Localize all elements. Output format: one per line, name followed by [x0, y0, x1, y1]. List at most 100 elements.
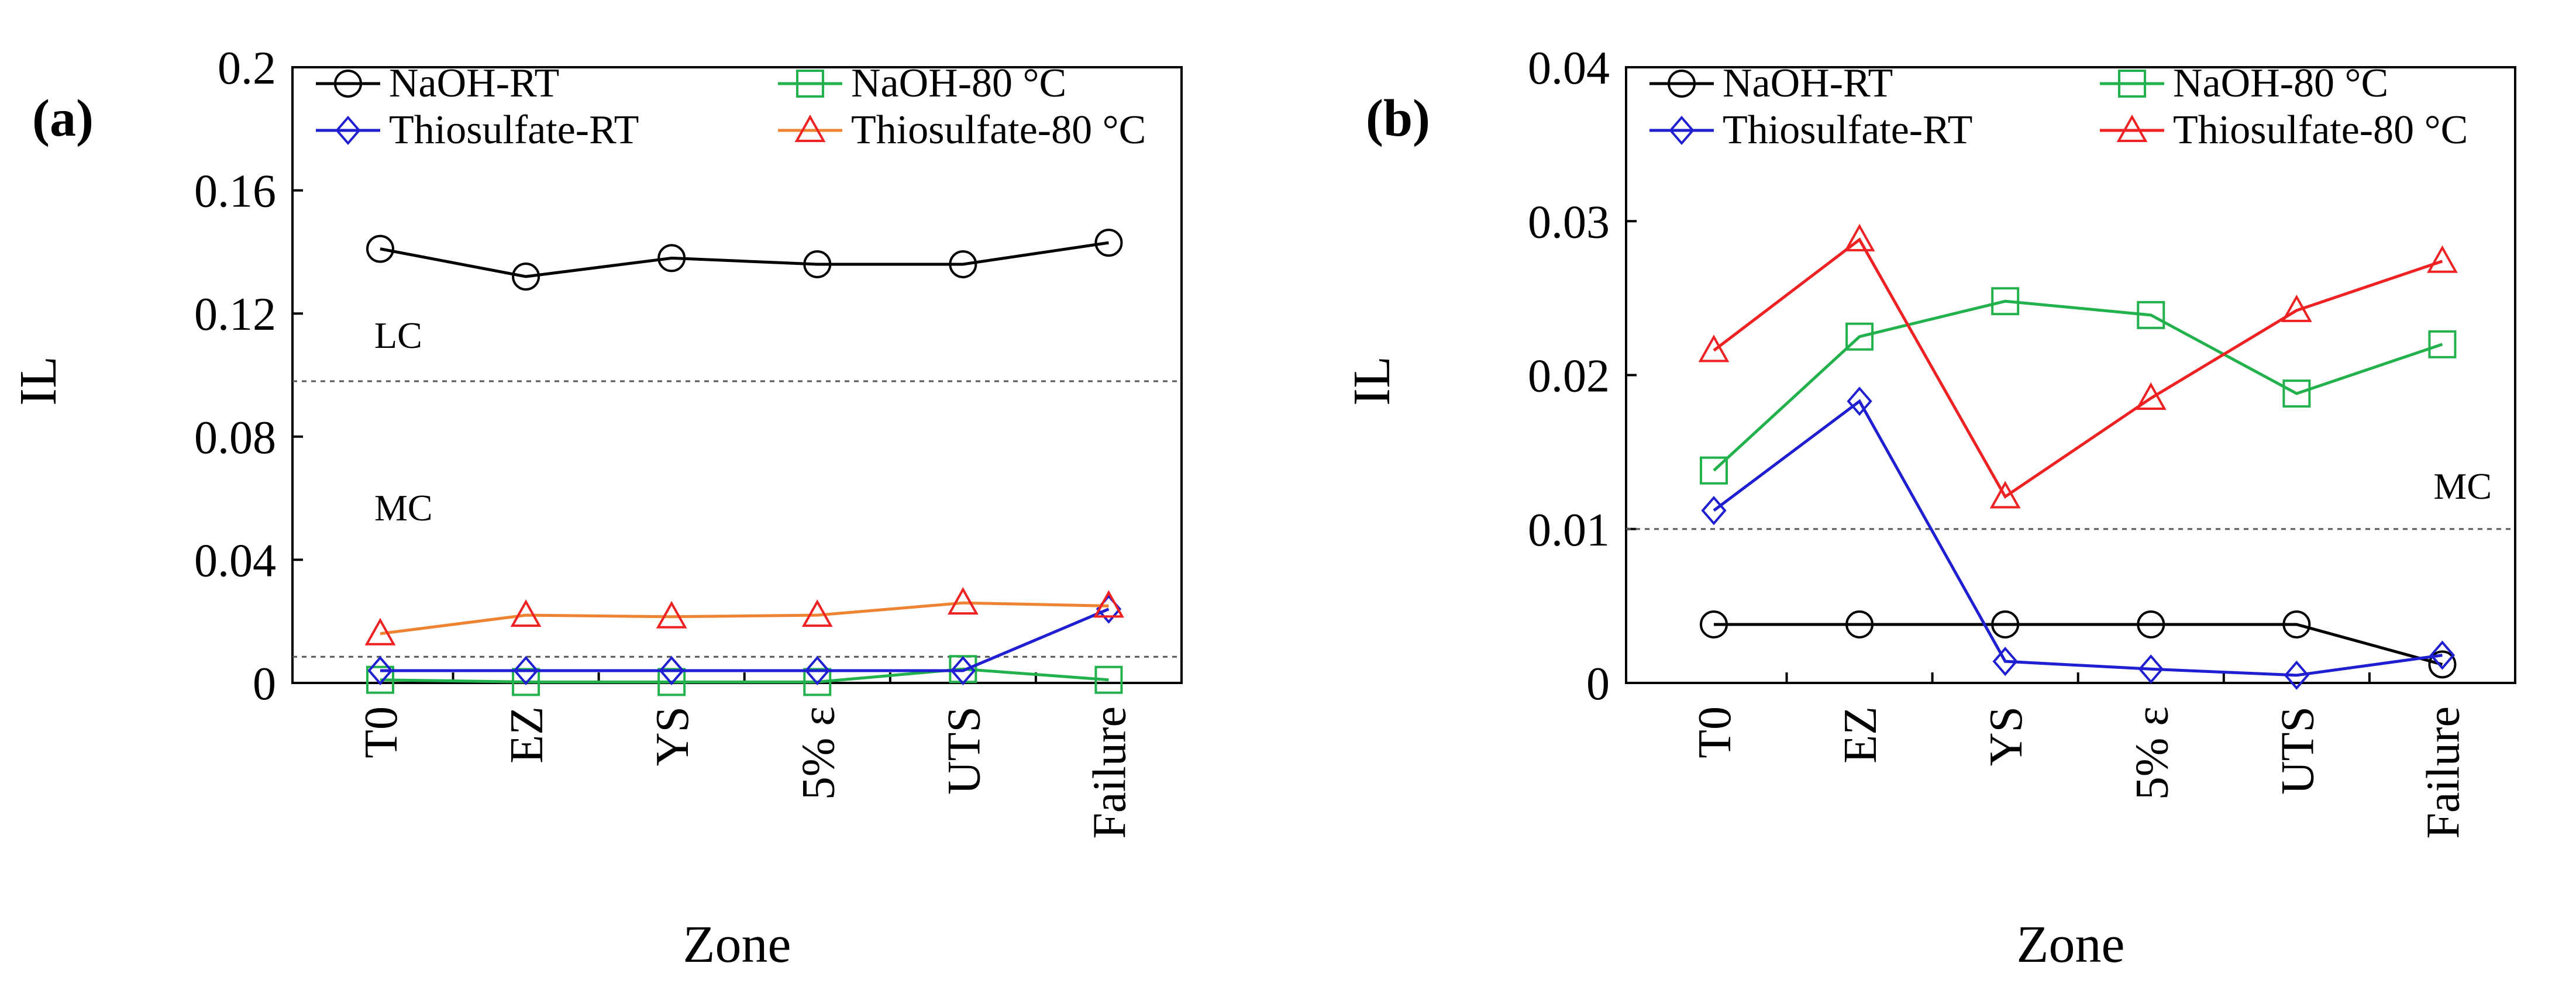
series-naoh-80-c [1700, 287, 2457, 485]
series-line [1713, 237, 2443, 499]
data-point [510, 599, 542, 627]
data-point [1700, 456, 1728, 485]
data-point [1989, 481, 2021, 509]
x-tick-label: Failure [2417, 706, 2469, 839]
y-tick-label: 0.03 [1528, 196, 1610, 248]
series-line [380, 601, 1109, 636]
data-point [366, 665, 394, 694]
legend-marker [335, 115, 361, 146]
data-point [949, 250, 977, 278]
legend-label: NaOH-RT [1723, 61, 1893, 106]
region-label: LC [374, 315, 422, 356]
legend-item: Thiosulfate-RT [1649, 108, 1972, 153]
y-tick-label: 0.08 [194, 412, 276, 464]
y-tick-label: 0.12 [194, 289, 276, 340]
legend-item: NaOH-RT [316, 61, 559, 106]
series-naoh-rt [1700, 610, 2457, 679]
panel-label: (b) [1366, 89, 1430, 147]
series-thiosulfate-rt [1701, 386, 2456, 690]
data-point [1845, 322, 1874, 351]
x-tick-label: Failure [1084, 706, 1135, 839]
data-point [2281, 294, 2312, 322]
data-point [367, 655, 393, 685]
data-point [1700, 610, 1728, 638]
data-point [2428, 650, 2457, 679]
data-point [1992, 647, 2018, 676]
legend-item: NaOH-80 °C [2100, 61, 2388, 106]
series-line [1714, 623, 2443, 666]
legend-label: NaOH-RT [389, 61, 559, 106]
legend-item: NaOH-80 °C [778, 61, 1066, 106]
legend-marker [794, 114, 826, 142]
data-point [1845, 610, 1874, 638]
chart-panel-b: 0 0.01 0.02 0.03 0.04 T0 EZ YS 5% ε UTS Failure MC N… [1343, 43, 2516, 974]
legend-marker [1669, 115, 1695, 146]
data-point [512, 263, 540, 291]
region-label: MC [374, 487, 433, 529]
data-point [512, 668, 540, 696]
chart-panel-a: 0 0.04 0.08 0.12 0.16 0.2 T0 EZ YS 5% ε UTS Failure… [9, 43, 1183, 974]
legend-label: Thiosulfate-80 °C [851, 108, 1146, 153]
x-tick-label: UTS [2272, 706, 2323, 795]
data-point [2137, 301, 2165, 329]
data-point [2138, 654, 2164, 684]
series-naoh-rt [366, 229, 1123, 291]
data-point [950, 655, 976, 685]
legend-item: Thiosulfate-80 °C [2100, 108, 2468, 153]
y-tick-label: 0.16 [194, 166, 276, 218]
legend: NaOH-RT NaOH-80 °C Thiosulfate-RT Thiosulfa… [1649, 61, 2468, 153]
plot-frame [291, 66, 1183, 684]
data-point [2137, 610, 2165, 638]
data-point [1698, 334, 1730, 363]
legend-label: NaOH-80 °C [851, 61, 1066, 106]
plot-frame [1625, 66, 2516, 684]
data-point [2427, 245, 2458, 273]
data-point [803, 668, 832, 696]
series-thiosulfate-80-c [364, 587, 1124, 646]
legend-marker [2116, 114, 2148, 142]
x-axis-label: Zone [2017, 916, 2125, 974]
series-line [380, 607, 1110, 672]
legend-item: NaOH-RT [1649, 61, 1893, 106]
y-tick-label: 0.02 [1528, 351, 1610, 402]
data-point [1844, 223, 1875, 251]
x-axis-label: Zone [683, 916, 791, 974]
series-line [1713, 399, 2443, 677]
legend-marker [334, 70, 362, 98]
data-point [364, 617, 396, 646]
data-point [1094, 229, 1123, 257]
series-line [1713, 299, 2443, 472]
x-tick-label: YS [647, 706, 698, 766]
x-tick-label: UTS [938, 706, 990, 795]
data-point [2428, 330, 2457, 358]
y-tick-label: 0 [253, 658, 276, 710]
legend-marker [1668, 70, 1696, 98]
data-point [1991, 287, 2020, 316]
data-point [947, 587, 979, 615]
x-tick-label: T0 [356, 706, 407, 758]
data-point [2429, 640, 2456, 670]
data-point [803, 250, 832, 278]
panel-label: (a) [32, 89, 94, 147]
x-tick-label: 5% ε [2126, 706, 2178, 800]
series-line [380, 241, 1109, 278]
data-point [1094, 665, 1123, 694]
legend-item: Thiosulfate-80 °C [778, 108, 1146, 153]
series-naoh-80-c [366, 655, 1123, 696]
data-point [801, 599, 833, 627]
data-point [1991, 610, 2020, 638]
data-point [656, 600, 687, 629]
y-tick-label: 0.01 [1528, 505, 1610, 556]
data-point [513, 655, 539, 685]
legend: NaOH-RT NaOH-80 °C Thiosulfate-RT Thiosulfa… [316, 61, 1146, 153]
y-tick-label: 0.04 [194, 535, 276, 586]
y-axis-label: IL [9, 356, 67, 406]
series-thiosulfate-80-c [1698, 223, 2458, 509]
legend-marker [796, 70, 824, 98]
y-tick-label: 0 [1586, 658, 1610, 710]
data-point [804, 655, 830, 685]
data-point [657, 668, 686, 696]
data-point [657, 244, 686, 272]
x-tick-label: YS [1981, 706, 2032, 766]
